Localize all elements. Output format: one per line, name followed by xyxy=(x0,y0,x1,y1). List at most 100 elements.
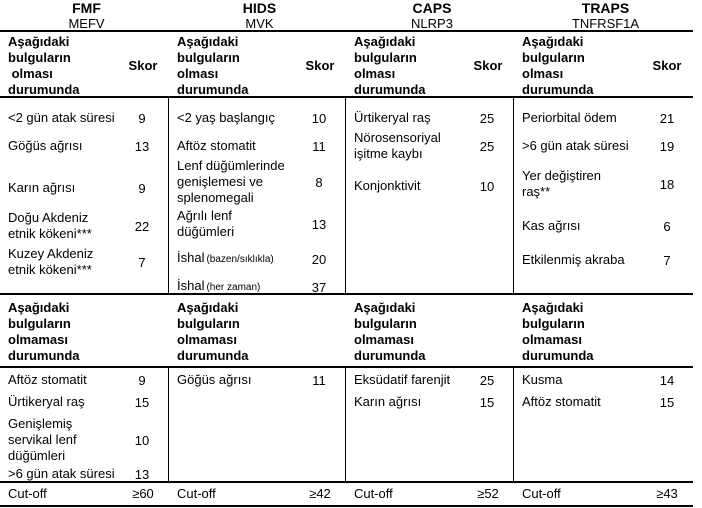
skor-column-header: Skor xyxy=(305,57,335,73)
criterion-label: Aftöz stomatit xyxy=(8,372,87,387)
criterion-score: 14 xyxy=(659,372,675,388)
criterion-label: >6 gün atak süresi xyxy=(522,138,629,153)
criterion-score: 10 xyxy=(479,178,495,194)
criterion-label: Ürtikeryal raş xyxy=(354,110,431,125)
absent-header-fmf: Aşağıdaki bulguların olmaması durumunda xyxy=(0,295,169,366)
criterion-label: >6 gün atak süresi xyxy=(8,466,115,481)
absent-section-header-row: Aşağıdaki bulguların olmaması durumunda … xyxy=(0,295,693,368)
criterion-row: Lenf düğümlerinde genişlemesi ve splenom… xyxy=(177,158,341,206)
criterion-row: Göğüs ağrısı 11 xyxy=(177,372,341,388)
criterion-row: Göğüs ağrısı 13 xyxy=(8,138,164,154)
criterion-row: Konjonktivit 10 xyxy=(354,178,509,194)
hids-present-criteria: <2 yaş başlangıç 10 Aftöz stomatit 11 Le… xyxy=(169,98,346,293)
caps-cutoff: Cut-off ≥52 xyxy=(346,483,514,505)
column-header-traps: TRAPS TNFRSF1A xyxy=(514,0,693,31)
column-header-hids: HIDS MVK xyxy=(169,0,346,31)
disease-header-row: FMF MEFV HIDS MVK CAPS NLRP3 TRAPS TNFRS… xyxy=(0,0,693,32)
criterion-row: Karın ağrısı 9 xyxy=(8,180,164,196)
present-header-hids: Aşağıdaki bulguların olması durumunda Sk… xyxy=(169,32,346,96)
criterion-score: 9 xyxy=(138,110,146,126)
criterion-row: İshal (bazen/sıklıkla) 20 xyxy=(177,250,341,268)
section-header-label: Aşağıdaki bulguların olması durumunda xyxy=(522,34,594,96)
cutoff-label: Cut-off xyxy=(522,486,561,501)
criterion-row: Eksüdatif farenjit 25 xyxy=(354,372,509,388)
criterion-label: Lenf düğümlerinde genişlemesi ve splenom… xyxy=(177,158,285,205)
criterion-label: Yer değiştiren raş** xyxy=(522,168,602,199)
criterion-row: Nörosensoriyal işitme kaybı 25 xyxy=(354,130,509,162)
gene-name: TNFRSF1A xyxy=(571,16,640,30)
fmf-present-criteria: <2 gün atak süresi 9 Göğüs ağrısı 13 Kar… xyxy=(0,98,169,293)
criterion-label: Ürtikeryal raş xyxy=(8,394,85,409)
criterion-row: Etkilenmiş akraba 7 xyxy=(522,252,689,268)
criterion-score: 18 xyxy=(659,176,675,192)
criterion-label: Kuzey Akdeniz etnik kökeni*** xyxy=(8,246,94,277)
cutoff-label: Cut-off xyxy=(8,486,47,501)
present-criteria-row: <2 gün atak süresi 9 Göğüs ağrısı 13 Kar… xyxy=(0,98,693,295)
section-header-label: Aşağıdaki bulguların olması durumunda xyxy=(8,34,80,96)
criterion-row: Yer değiştiren raş** 18 xyxy=(522,168,689,200)
absent-header-traps: Aşağıdaki bulguların olmaması durumunda xyxy=(514,295,693,366)
absent-header-hids: Aşağıdaki bulguların olmaması durumunda xyxy=(169,295,346,366)
traps-cutoff: Cut-off ≥43 xyxy=(514,483,693,505)
cutoff-row: Cut-off ≥60 Cut-off ≥42 Cut-off ≥52 Cut-… xyxy=(0,483,693,507)
criterion-label: Aftöz stomatit xyxy=(177,138,256,153)
caps-present-criteria: Ürtikeryal raş 25 Nörosensoriyal işitme … xyxy=(346,98,514,293)
criterion-row: Kusma 14 xyxy=(522,372,689,388)
criterion-row: Periorbital ödem 21 xyxy=(522,110,689,126)
section-header-label: Aşağıdaki bulguların olmaması durumunda xyxy=(522,300,594,363)
criterion-label: İshal (her zaman) xyxy=(177,278,297,293)
criterion-score: 19 xyxy=(659,138,675,154)
criterion-score: 6 xyxy=(663,218,671,234)
criterion-label: Aftöz stomatit xyxy=(522,394,601,409)
cutoff-value: ≥42 xyxy=(309,486,331,501)
present-header-traps: Aşağıdaki bulguların olması durumunda Sk… xyxy=(514,32,693,96)
criterion-score: 13 xyxy=(134,138,150,154)
criterion-score: 9 xyxy=(138,372,146,388)
criterion-row: <2 gün atak süresi 9 xyxy=(8,110,164,126)
absent-criteria-row: Aftöz stomatit 9 Ürtikeryal raş 15 Geniş… xyxy=(0,368,693,483)
criterion-label-note: (her zaman) xyxy=(206,282,261,293)
criterion-row: Kuzey Akdeniz etnik kökeni*** 7 xyxy=(8,246,164,278)
criterion-label: Kas ağrısı xyxy=(522,218,581,233)
gene-name: MVK xyxy=(245,16,274,30)
criterion-label: Periorbital ödem xyxy=(522,110,617,125)
disease-name: CAPS xyxy=(412,0,452,16)
criterion-row: Ürtikeryal raş 25 xyxy=(354,110,509,126)
criterion-label: Karın ağrısı xyxy=(8,180,76,195)
cutoff-value: ≥52 xyxy=(477,486,499,501)
section-header-label: Aşağıdaki bulguların olması durumunda xyxy=(354,34,426,96)
criterion-row: Ağrılı lenf düğümleri 13 xyxy=(177,208,341,240)
traps-absent-criteria: Kusma 14 Aftöz stomatit 15 xyxy=(514,368,693,481)
traps-present-criteria: Periorbital ödem 21 >6 gün atak süresi 1… xyxy=(514,98,693,293)
criterion-label-main: İshal xyxy=(177,250,205,265)
criterion-score: 21 xyxy=(659,110,675,126)
criterion-score: 7 xyxy=(138,254,146,270)
disease-name: TRAPS xyxy=(581,0,630,16)
criterion-score: 20 xyxy=(311,251,327,267)
criterion-label: Doğu Akdeniz etnik kökeni*** xyxy=(8,210,92,241)
present-header-caps: Aşağıdaki bulguların olması durumunda Sk… xyxy=(346,32,514,96)
criterion-score: 13 xyxy=(134,466,150,482)
criterion-score: 10 xyxy=(311,110,327,126)
gene-name: NLRP3 xyxy=(411,16,453,30)
absent-header-caps: Aşağıdaki bulguların olmaması durumunda xyxy=(346,295,514,366)
criterion-score: 15 xyxy=(134,394,150,410)
column-header-fmf: FMF MEFV xyxy=(0,0,169,31)
criterion-row: Karın ağrısı 15 xyxy=(354,394,509,410)
present-header-fmf: Aşağıdaki bulguların olması durumunda Sk… xyxy=(0,32,169,96)
skor-column-header: Skor xyxy=(473,57,503,73)
criterion-score: 10 xyxy=(134,432,150,448)
criterion-row: Aftöz stomatit 9 xyxy=(8,372,164,388)
section-header-label: Aşağıdaki bulguların olmaması durumunda xyxy=(354,300,426,363)
criterion-score: 13 xyxy=(311,216,327,232)
criterion-label: Göğüs ağrısı xyxy=(8,138,83,153)
section-header-label: Aşağıdaki bulguların olmaması durumunda xyxy=(177,300,249,363)
cutoff-label: Cut-off xyxy=(354,486,393,501)
criterion-score: 25 xyxy=(479,138,495,154)
criterion-score: 15 xyxy=(659,394,675,410)
skor-column-header: Skor xyxy=(128,57,158,73)
criterion-label: Etkilenmiş akraba xyxy=(522,252,625,267)
hids-cutoff: Cut-off ≥42 xyxy=(169,483,346,505)
